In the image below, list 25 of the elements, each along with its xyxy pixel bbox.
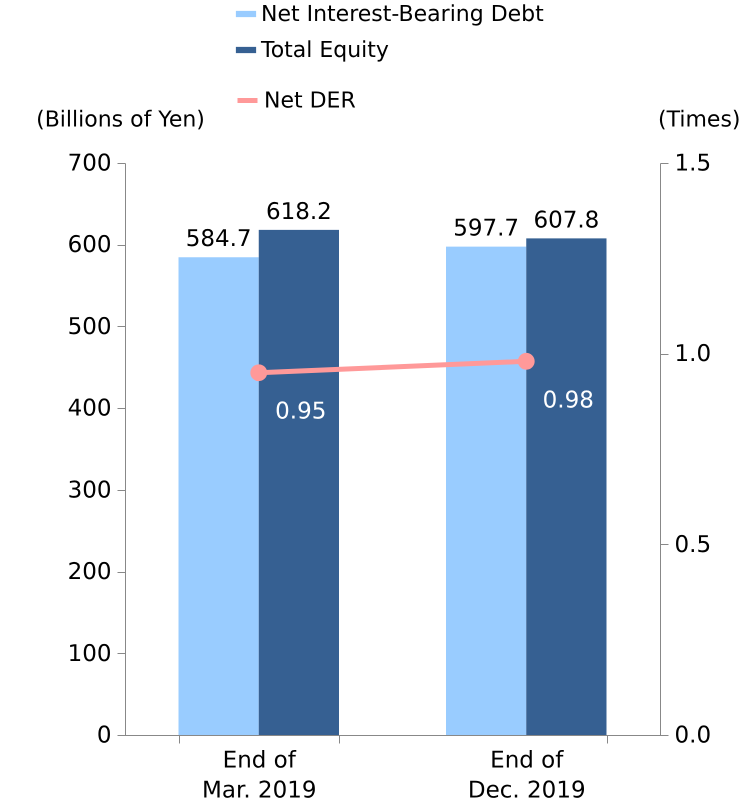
y-tick-label: 200 bbox=[68, 559, 112, 586]
y-tick-label: 100 bbox=[68, 640, 112, 667]
y2-tick-label: 0.0 bbox=[674, 722, 712, 748]
data-label: 597.7 bbox=[453, 216, 520, 242]
y2-tick-label: 0.5 bbox=[674, 532, 712, 558]
y-tick-label: 700 bbox=[68, 150, 112, 176]
legend-label: Net DER bbox=[264, 88, 356, 114]
y-axis-title: (Billions of Yen) bbox=[36, 108, 205, 132]
data-label: 618.2 bbox=[266, 198, 332, 225]
y-tick-label: 0 bbox=[96, 722, 112, 748]
data-label: 0.95 bbox=[275, 398, 326, 425]
y2-axis-title: (Times) bbox=[658, 108, 740, 132]
legend-label: Net Interest-Bearing Debt bbox=[261, 2, 544, 27]
y-tick-label: 400 bbox=[68, 396, 112, 422]
data-label: 584.7 bbox=[186, 226, 252, 252]
x-tick-label: End of Dec. 2019 bbox=[468, 748, 586, 804]
y-tick-label: 600 bbox=[68, 232, 112, 258]
legend-label: Total Equity bbox=[260, 38, 389, 63]
data-label: 0.98 bbox=[542, 387, 594, 414]
y-tick-label: 500 bbox=[68, 314, 112, 340]
y-tick-label: 300 bbox=[68, 477, 112, 504]
data-label: 607.8 bbox=[533, 207, 600, 234]
y2-tick-label: 1.5 bbox=[674, 150, 712, 176]
x-tick-label: End of Mar. 2019 bbox=[202, 748, 316, 804]
y2-tick-label: 1.0 bbox=[674, 341, 712, 368]
